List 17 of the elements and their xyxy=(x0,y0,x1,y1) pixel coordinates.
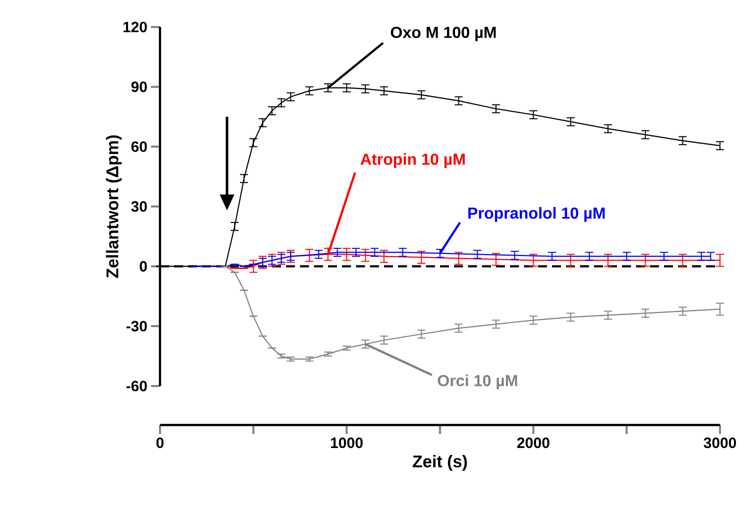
text: Orci 10 µM xyxy=(438,374,518,390)
text: Atropin 10 µM xyxy=(360,153,465,168)
y-tick-label: 120 xyxy=(123,22,147,32)
x-tick-label: 1000 xyxy=(330,438,363,448)
y-tick-label: 60 xyxy=(131,141,147,152)
text: Oxo M 100 µM xyxy=(390,26,496,42)
x-tick-label: 3000 xyxy=(704,438,736,448)
text: Propranolol 10 µM xyxy=(468,207,605,222)
x-tick-label: 2000 xyxy=(517,438,550,448)
y-tick-label: -60 xyxy=(126,380,147,392)
y-axis-title: Zellantwort (Δpm) xyxy=(106,135,122,278)
y-tick-label: 90 xyxy=(131,82,147,92)
x-axis-title: Zeit (s) xyxy=(412,454,467,471)
y-tick-label: -30 xyxy=(126,320,147,332)
y-tick-label: 0 xyxy=(140,261,147,272)
y-tick-label: 30 xyxy=(131,201,147,212)
x-tick-label: 0 xyxy=(156,438,164,448)
